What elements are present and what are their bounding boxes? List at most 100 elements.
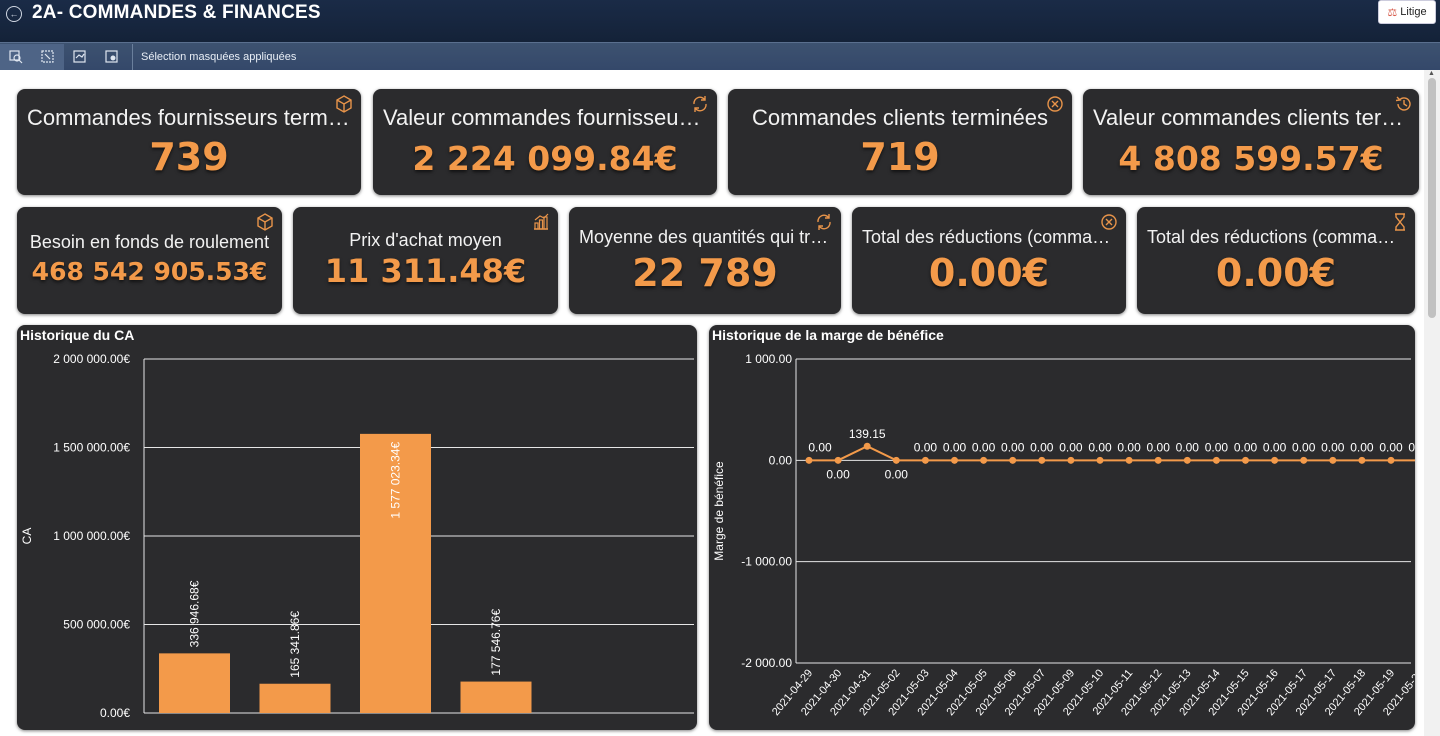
- data-point: [1183, 456, 1191, 464]
- data-point: [1358, 456, 1366, 464]
- lock-selection-icon: [105, 49, 118, 63]
- chart-title: Historique de la marge de bénéfice: [712, 327, 944, 343]
- data-point: [921, 456, 929, 464]
- forward-selection-button[interactable]: [96, 44, 128, 70]
- kpi-card-supplier-orders[interactable]: Commandes fournisseurs terminées 739: [17, 89, 361, 195]
- scroll-up-arrow[interactable]: ▲: [1428, 70, 1435, 77]
- data-point: [951, 456, 958, 464]
- data-point: [1329, 456, 1337, 464]
- y-tick-label: -2 000.00: [741, 656, 792, 670]
- back-selection-button[interactable]: [64, 44, 96, 70]
- bar: [159, 653, 230, 713]
- point-data-label: 0.00: [826, 467, 850, 481]
- point-data-label: 0.00: [1001, 440, 1025, 454]
- data-point: [892, 456, 900, 464]
- search-select-button[interactable]: [0, 43, 32, 70]
- kpi-value: 719: [860, 135, 940, 179]
- refresh-icon: [815, 213, 833, 234]
- point-data-label: 0.00: [1350, 440, 1374, 454]
- vertical-scrollbar[interactable]: ▲: [1424, 70, 1440, 736]
- kpi-card-working-capital[interactable]: Besoin en fonds de roulement 468 542 905…: [17, 207, 282, 314]
- point-data-label: 0.00: [1321, 440, 1345, 454]
- selection-toolbar: Sélection masquées appliquées: [0, 42, 1440, 70]
- kpi-value: 468 542 905.53€: [31, 257, 268, 286]
- point-data-label: 0.00: [1408, 440, 1415, 454]
- data-point: [1387, 456, 1395, 464]
- data-point: [805, 456, 813, 464]
- chart-title: Historique du CA: [20, 327, 135, 343]
- litige-label: Litige: [1400, 6, 1427, 18]
- data-point: [1271, 456, 1279, 464]
- kpi-label: Total des réductions (commandes f...: [862, 227, 1126, 247]
- kpi-label: Commandes clients terminées: [752, 105, 1048, 130]
- point-data-label: 0.00: [914, 440, 938, 454]
- bar: [259, 683, 331, 713]
- kpi-label: Prix d'achat moyen: [349, 230, 502, 250]
- bar-data-label: 336 946.68€: [188, 580, 202, 647]
- kpi-label: Moyenne des quantités qui transite: [579, 227, 841, 247]
- data-point: [1009, 456, 1017, 464]
- data-point: [1300, 456, 1308, 464]
- kpi-value: 2 224 099.84€: [412, 139, 678, 178]
- kpi-card-client-orders[interactable]: Commandes clients terminées 719: [728, 89, 1072, 195]
- kpi-card-client-discounts[interactable]: Total des réductions (commandes ... 0.00…: [1137, 207, 1415, 314]
- selection-status: Sélection masquées appliquées: [141, 50, 297, 63]
- point-data-label: 0.00: [1379, 440, 1403, 454]
- history-icon: [1395, 95, 1413, 116]
- kpi-card-supplier-discounts[interactable]: Total des réductions (commandes f... 0.0…: [852, 207, 1126, 314]
- clear-selection-button[interactable]: [32, 43, 64, 70]
- bar: [460, 681, 532, 713]
- kpi-label: Besoin en fonds de roulement: [29, 232, 270, 252]
- data-point: [1154, 456, 1162, 464]
- kpi-card-client-orders-value[interactable]: Valeur commandes clients terminées 4 808…: [1083, 89, 1419, 195]
- hourglass-icon: [1391, 213, 1409, 234]
- kpi-label: Valeur commandes fournisseurs te...: [383, 105, 717, 130]
- search-select-icon: [9, 49, 23, 63]
- kpi-value: 11 311.48€: [324, 252, 527, 290]
- y-tick-label: 1 000.00: [745, 352, 792, 366]
- clear-selection-icon: [41, 49, 54, 63]
- series-line: [809, 445, 1415, 462]
- cancel-circle-icon: [1100, 213, 1118, 234]
- page-title: 2A- COMMANDES & FINANCES: [32, 2, 321, 23]
- bar-chart-icon: [532, 213, 550, 234]
- title-bar: ← 2A- COMMANDES & FINANCES ⚖ Litige: [0, 0, 1440, 42]
- point-data-label: 0.00: [1234, 440, 1258, 454]
- data-point: [834, 456, 842, 464]
- data-point: [1038, 456, 1046, 464]
- y-tick-label: 1 000 000.00€: [53, 529, 130, 543]
- data-point: [1096, 456, 1104, 464]
- kpi-value: 4 808 599.57€: [1118, 139, 1384, 178]
- data-point: [980, 456, 988, 464]
- kpi-card-avg-quantity[interactable]: Moyenne des quantités qui transite 22 78…: [569, 207, 841, 314]
- kpi-card-supplier-orders-value[interactable]: Valeur commandes fournisseurs te... 2 22…: [373, 89, 717, 195]
- point-data-label: 0.00: [1292, 440, 1316, 454]
- refresh-icon: [691, 95, 709, 116]
- kpi-value: 0.00€: [928, 251, 1050, 295]
- point-data-label: 0.00: [1117, 440, 1141, 454]
- data-point: [1212, 456, 1220, 464]
- point-data-label: 0.00: [1176, 440, 1200, 454]
- chart-card-margin-history[interactable]: Historique de la marge de bénéfice 1 000…: [709, 325, 1415, 730]
- kpi-card-avg-purchase-price[interactable]: Prix d'achat moyen 11 311.48€: [293, 207, 558, 314]
- back-icon[interactable]: ←: [6, 6, 22, 22]
- y-axis-label: CA: [20, 528, 34, 545]
- scrollbar-thumb[interactable]: [1428, 78, 1436, 318]
- y-tick-label: 2 000 000.00€: [53, 352, 130, 366]
- data-point: [1242, 456, 1249, 464]
- toolbar-divider: [132, 43, 133, 70]
- litige-button[interactable]: ⚖ Litige: [1378, 0, 1436, 24]
- kpi-value: 739: [149, 135, 229, 179]
- y-tick-label: 1 500 000.00€: [53, 441, 130, 455]
- point-data-label: 0.00: [1147, 440, 1171, 454]
- bar-data-label: 1 577 023.34€: [389, 442, 403, 519]
- scale-icon: ⚖: [1387, 6, 1398, 19]
- chart-card-revenue-history[interactable]: Historique du CA 0.00€ 500 000.00€ 1 000 0…: [17, 325, 697, 730]
- cube-icon: [335, 95, 353, 116]
- data-point: [1067, 456, 1075, 464]
- kpi-value: 0.00€: [1215, 251, 1337, 295]
- y-tick-label: 0.00€: [100, 706, 130, 720]
- y-tick-label: -1 000.00: [741, 555, 792, 569]
- y-tick-label: 0.00: [769, 453, 793, 467]
- point-data-label: 0.00: [1088, 440, 1112, 454]
